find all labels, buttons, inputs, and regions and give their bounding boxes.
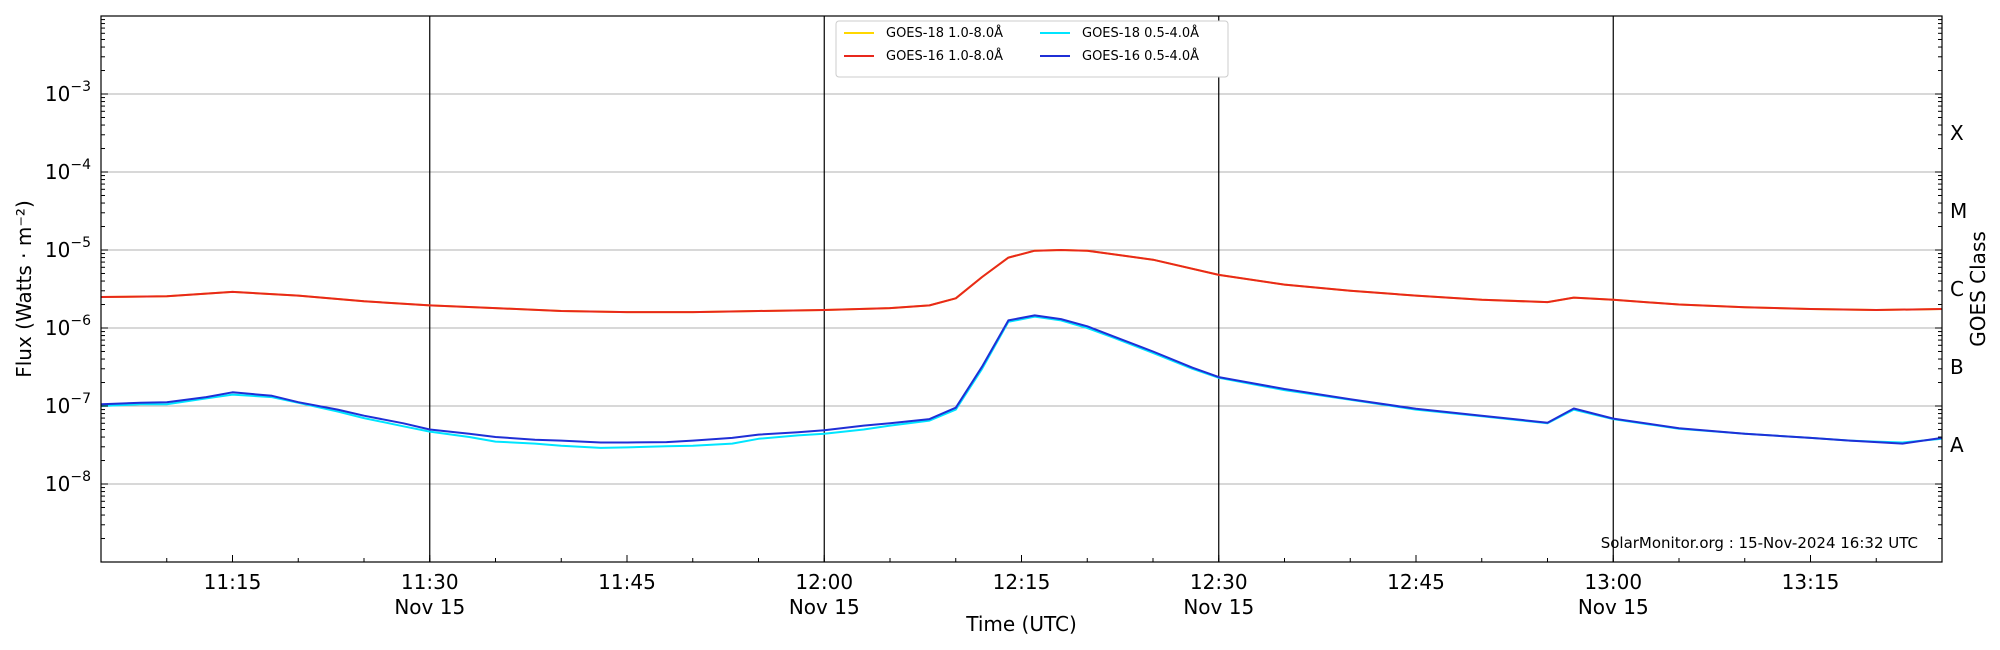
x-tick-label: 11:30 [401, 570, 459, 594]
legend-box [835, 20, 1229, 78]
x-tick-sublabel: Nov 15 [789, 595, 860, 619]
y-tick-label: 10−8 [45, 469, 91, 496]
y2-axis-title: GOES Class [1966, 231, 1990, 347]
y-tick-label: 10−6 [45, 313, 91, 340]
x-tick-sublabel: Nov 15 [1183, 595, 1254, 619]
y-tick-label: 10−3 [45, 79, 91, 106]
series-line [100, 314, 1943, 445]
legend-label: GOES-18 0.5-4.0Å [1082, 25, 1199, 41]
series-lines [100, 249, 1943, 449]
legend-label: GOES-16 0.5-4.0Å [1082, 48, 1199, 64]
y-axis-ticks: 10−8 10−7 10−6 10−5 10−4 10−3 [45, 19, 1942, 563]
goes-class-labels: A B C M X [1950, 121, 1967, 457]
goes-class-label: X [1950, 121, 1964, 145]
series-line [100, 249, 1943, 314]
series-line [100, 315, 1943, 449]
day-marker-lines [429, 16, 1614, 562]
x-tick-label: 13:15 [1782, 570, 1840, 594]
credit-text: SolarMonitor.org : 15-Nov-2024 16:32 UTC [1601, 534, 1918, 552]
x-tick-label: 12:00 [795, 570, 853, 594]
legend-label: GOES-18 1.0-8.0Å [886, 25, 1003, 41]
goes-class-label: C [1950, 277, 1964, 301]
x-tick-label: 13:00 [1584, 570, 1642, 594]
x-tick-label: 12:45 [1387, 570, 1445, 594]
x-axis-title: Time (UTC) [965, 612, 1077, 636]
y-tick-label: 10−4 [45, 157, 91, 184]
goes-class-label: M [1950, 199, 1967, 223]
x-tick-label: 12:15 [993, 570, 1051, 594]
y-tick-label: 10−5 [45, 235, 91, 262]
legend: GOES-18 1.0-8.0Å GOES-16 1.0-8.0Å GOES-18 … [835, 20, 1229, 78]
x-tick-sublabel: Nov 15 [394, 595, 465, 619]
x-tick-label: 11:15 [204, 570, 262, 594]
y-tick-label: 10−7 [45, 391, 91, 418]
x-tick-label: 12:30 [1190, 570, 1248, 594]
x-tick-label: 11:45 [598, 570, 656, 594]
goes-class-label: B [1950, 355, 1964, 379]
plot-frame [100, 15, 1943, 563]
grid-lines [101, 93, 1942, 485]
y-axis-title: Flux (Watts · m⁻²) [12, 200, 36, 378]
legend-label: GOES-16 1.0-8.0Å [886, 48, 1003, 64]
goes-class-label: A [1950, 433, 1964, 457]
x-tick-sublabel: Nov 15 [1578, 595, 1649, 619]
